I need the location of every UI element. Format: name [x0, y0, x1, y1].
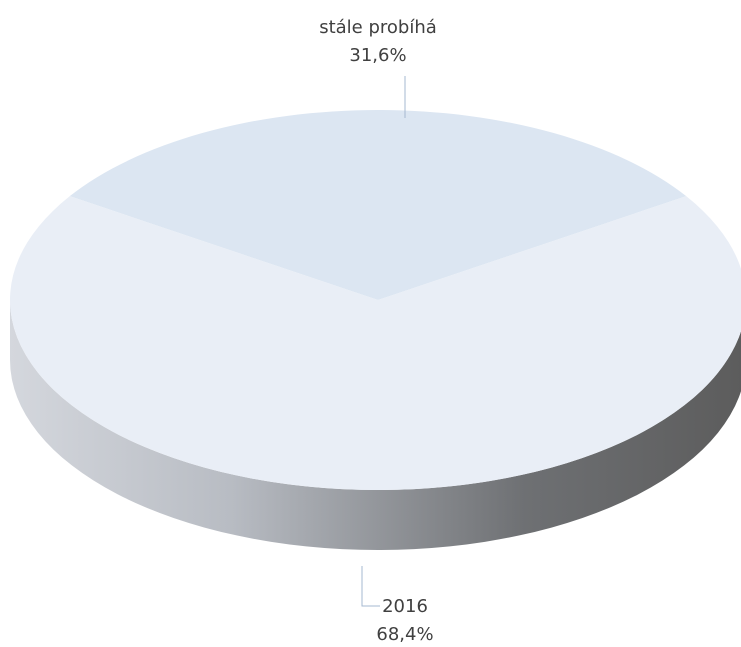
slice-label: 2016: [382, 596, 428, 617]
leader-line: [361, 566, 380, 607]
slice-value-label: 31,6%: [349, 45, 406, 66]
slice-value-label: 68,4%: [376, 624, 433, 645]
pie-side: [10, 300, 741, 550]
pie-slices: [10, 110, 741, 490]
pie-slice: [69, 110, 687, 300]
pie-slice: [10, 196, 741, 490]
slice-label: stále probíhá: [319, 17, 437, 38]
